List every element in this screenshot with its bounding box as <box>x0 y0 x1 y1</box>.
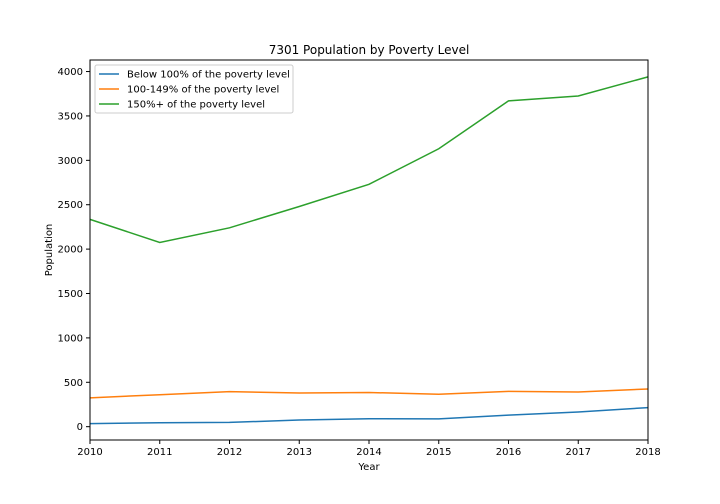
legend-label-2: 150%+ of the poverty level <box>127 100 265 111</box>
x-tick-label-2: 2012 <box>217 447 242 458</box>
y-tick-label-2: 1000 <box>58 333 83 344</box>
y-axis: 0 500 1000 1500 2000 2500 3000 3500 4000 <box>58 67 90 433</box>
x-axis: 2010 2011 2012 2013 2014 2015 2016 2017 2018 <box>77 440 661 458</box>
legend-box <box>94 64 294 114</box>
y-tick-label-0: 0 <box>77 422 83 433</box>
x-tick-label-3: 2013 <box>287 447 312 458</box>
y-tick-label-6: 3000 <box>58 156 83 167</box>
x-tick-label-5: 2015 <box>426 447 451 458</box>
series-line-1 <box>89 388 649 399</box>
plot-lines <box>89 76 649 425</box>
series-line-2 <box>89 76 649 244</box>
y-tick-label-5: 2500 <box>58 200 83 211</box>
y-tick-label-1: 500 <box>64 378 83 389</box>
x-axis-label: Year <box>357 462 380 473</box>
y-axis-label: Population <box>44 224 55 277</box>
x-tick-label-0: 2010 <box>77 447 102 458</box>
x-tick-label-8: 2018 <box>635 447 660 458</box>
y-tick-label-3: 1500 <box>58 289 83 300</box>
legend-label-0: Below 100% of the poverty level <box>127 70 290 81</box>
y-tick-label-8: 4000 <box>58 67 83 78</box>
y-tick-label-7: 3500 <box>58 111 83 122</box>
legend-label-1: 100-149% of the poverty level <box>127 85 279 96</box>
series-line-0 <box>89 406 649 425</box>
y-tick-label-4: 2000 <box>58 245 83 256</box>
x-tick-label-4: 2014 <box>356 447 381 458</box>
x-tick-label-1: 2011 <box>147 447 172 458</box>
x-tick-label-7: 2017 <box>566 447 591 458</box>
legend: Below 100% of the poverty level 100-149% … <box>94 64 294 114</box>
chart-title: 7301 Population by Poverty Level <box>269 43 470 57</box>
x-tick-label-6: 2016 <box>496 447 521 458</box>
